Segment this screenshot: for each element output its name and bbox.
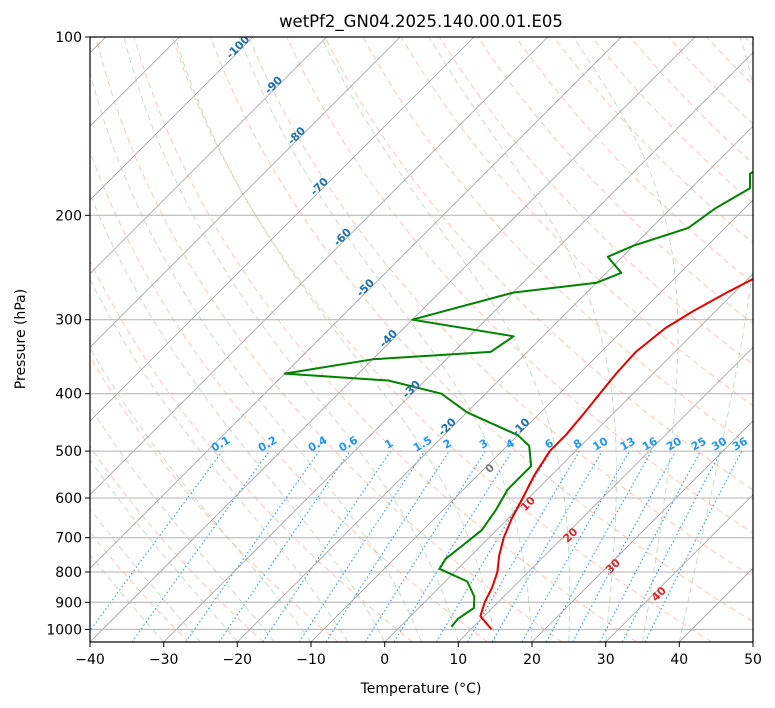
- chart-title: wetPf2_GN04.2025.140.00.01.E05: [279, 12, 563, 32]
- mixing-ratio-line: [644, 450, 743, 642]
- y-tick-label: 400: [55, 387, 82, 403]
- moist-adiabat-line: [90, 278, 349, 642]
- y-axis-label: Pressure (hPa): [13, 289, 29, 389]
- y-tick-label: 800: [55, 565, 82, 581]
- dewpoint-line: [283, 170, 753, 628]
- isotherm-line: [384, 273, 753, 642]
- y-tick-label: 600: [55, 491, 82, 507]
- mixing-ratio-line: [262, 450, 392, 642]
- y-tick-label: 700: [55, 531, 82, 547]
- y-tick-label: 100: [55, 30, 82, 46]
- moist-adiabat-line: [678, 37, 753, 642]
- isotherm-line: [237, 125, 753, 642]
- isotherm-line: [605, 494, 753, 642]
- moist-adiabat-line: [320, 37, 571, 642]
- mixing-ratio-line: [185, 450, 320, 642]
- y-tick-label: 300: [55, 313, 82, 329]
- mixing-ratio-line: [325, 450, 450, 642]
- dry-adiabat-line: [133, 37, 638, 642]
- x-tick-label: −20: [223, 652, 253, 668]
- mixing-ratio-line: [298, 450, 425, 642]
- mixing-ratio-line: [393, 450, 513, 642]
- isotherm-line: [310, 199, 753, 642]
- mixing-ratio-line: [521, 450, 630, 642]
- x-tick-label: 10: [449, 652, 467, 668]
- isotherm-line: [531, 420, 753, 642]
- x-tick-label: 40: [670, 652, 688, 668]
- isotherm-line: [90, 37, 622, 569]
- y-axis: 100 200 300 400 500 600 700 800 900 1000: [46, 30, 90, 638]
- x-tick-label: −10: [296, 652, 326, 668]
- moist-adiabat-line: [90, 406, 275, 642]
- isotherm-line: [458, 346, 753, 642]
- moist-adiabat-line: [428, 37, 617, 642]
- moist-adiabat-line: [90, 507, 201, 642]
- mixing-ratio-line: [545, 450, 653, 642]
- moist-adiabat-line: [238, 37, 533, 642]
- temperature-line: [479, 277, 753, 631]
- pressure-gridlines: [90, 37, 753, 630]
- isotherm-line: [90, 37, 475, 422]
- background-lines: [90, 37, 753, 642]
- moist-adiabat-line: [90, 459, 238, 642]
- x-tick-label: 50: [744, 652, 762, 668]
- isotherm-line: [90, 37, 548, 496]
- x-axis-label: Temperature (°C): [360, 681, 482, 697]
- moist-adiabat-line: [90, 553, 165, 642]
- x-tick-label: 30: [597, 652, 615, 668]
- x-axis: −40 −30 −20 −10 0 10 20 30 40 50: [75, 642, 762, 668]
- mixing-ratio-line: [218, 450, 351, 642]
- moist-adiabat-line: [90, 192, 386, 642]
- y-tick-label: 500: [55, 444, 82, 460]
- moist-adiabat-line: [572, 37, 679, 642]
- y-tick-label: 200: [55, 208, 82, 224]
- dry-adiabat-line: [210, 37, 753, 623]
- isotherm-line: [90, 37, 327, 275]
- dry-adiabat-line: [90, 259, 414, 642]
- sounding-series: [283, 170, 753, 631]
- x-tick-label: −30: [149, 652, 179, 668]
- dry-adiabat-line: [90, 356, 339, 642]
- x-tick-label: −40: [75, 652, 105, 668]
- dry-adiabat-line: [324, 37, 753, 491]
- mixing-ratio-line: [131, 450, 270, 642]
- isotherm-line: [163, 52, 753, 642]
- isotherm-line: [90, 37, 254, 201]
- moist-adiabat-line: [90, 70, 422, 642]
- moist-adiabat-line: [123, 37, 459, 642]
- mixing-ratio-line: [572, 450, 677, 642]
- y-tick-label: 1000: [46, 622, 82, 638]
- plot-frame: [89, 36, 754, 643]
- dry-adiabat-line: [171, 37, 712, 642]
- dry-adiabat-line: [95, 37, 563, 642]
- mixing-ratio-line: [90, 450, 223, 632]
- isotherm-line: [90, 37, 696, 642]
- isotherm-line: [90, 37, 401, 348]
- y-tick-label: 900: [55, 595, 82, 611]
- dry-adiabat-line: [248, 37, 753, 578]
- dry-adiabat-line: [90, 445, 264, 642]
- x-tick-label: 0: [380, 652, 389, 668]
- dry-adiabat-line: [286, 37, 753, 534]
- x-tick-label: 20: [523, 652, 541, 668]
- moist-adiabat-line: [174, 37, 496, 642]
